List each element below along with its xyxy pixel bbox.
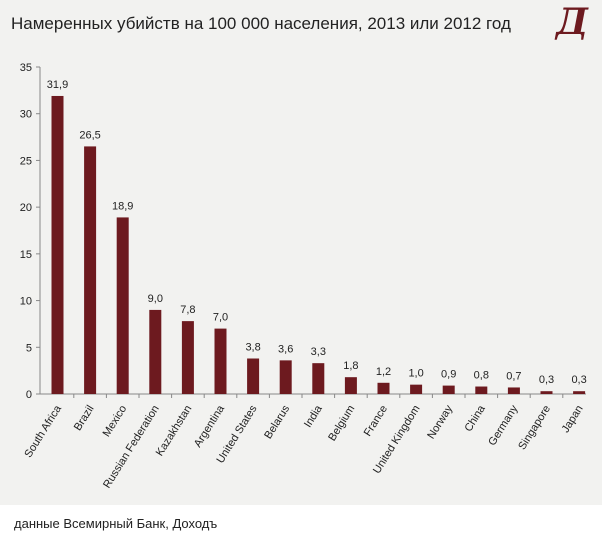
data-label: 0,3	[539, 374, 554, 386]
bar	[247, 358, 260, 394]
bar	[116, 217, 129, 394]
data-label: 3,3	[311, 346, 326, 358]
category-label: China	[462, 402, 488, 433]
category-label: South Africa	[22, 402, 64, 459]
bar	[410, 384, 423, 394]
bar-chart: 0 5 10 15 20 25 30 35 31,9 South Africa 26,5 Brazi…	[20, 62, 587, 491]
bar	[540, 391, 553, 394]
chart-axes: 0 5 10 15 20 25 30 35	[20, 62, 586, 401]
bar	[149, 309, 162, 394]
bar	[377, 382, 390, 394]
bar	[507, 387, 520, 394]
data-label: 9,0	[148, 293, 163, 305]
data-label: 3,6	[278, 343, 293, 355]
bar	[181, 321, 194, 394]
category-label: Singapore	[516, 403, 553, 452]
y-tick-label: 15	[20, 249, 32, 261]
data-label: 18,9	[112, 200, 133, 212]
y-tick-label: 25	[20, 155, 32, 167]
data-label: 1,8	[343, 360, 358, 372]
data-label: 0,8	[474, 370, 489, 382]
y-tick-label: 35	[20, 62, 32, 74]
data-label: 7,8	[180, 304, 195, 316]
bar	[344, 377, 357, 394]
bar	[475, 386, 488, 394]
data-label: 0,9	[441, 369, 456, 381]
chart-panel	[0, 0, 602, 505]
data-label: 3,8	[245, 341, 260, 353]
y-tick-label: 10	[20, 296, 32, 308]
data-label: 31,9	[47, 79, 68, 91]
bar	[573, 391, 586, 394]
category-label: Germany	[486, 403, 520, 448]
bar	[312, 363, 325, 394]
category-label: Norway	[425, 403, 455, 441]
category-label: Japan	[560, 403, 586, 435]
category-label: France	[362, 403, 390, 438]
y-tick-label: 30	[20, 109, 32, 121]
data-label: 7,0	[213, 312, 228, 324]
bar	[442, 385, 455, 394]
category-label: Belgium	[326, 403, 357, 443]
bar	[279, 360, 292, 394]
dohod-logo: Д	[556, 1, 589, 43]
data-label: 1,0	[408, 368, 423, 380]
chart-title: Намеренных убийств на 100 000 населения,…	[11, 14, 511, 33]
y-tick-label: 20	[20, 202, 32, 214]
data-label: 0,7	[506, 370, 521, 382]
data-label: 26,5	[79, 129, 100, 141]
bar	[214, 328, 227, 394]
category-label: Belarus	[262, 403, 292, 441]
bar	[51, 95, 64, 394]
source-note: данные Всемирный Банк, Доходъ	[14, 516, 218, 531]
data-label: 0,3	[571, 374, 586, 386]
category-label: Brazil	[72, 403, 97, 433]
data-label: 1,2	[376, 366, 391, 378]
y-tick-label: 0	[26, 389, 32, 401]
bar	[84, 146, 97, 394]
category-label: Mexico	[101, 403, 130, 439]
category-label: India	[302, 402, 325, 429]
chart-bars	[51, 95, 586, 394]
y-tick-label: 5	[26, 342, 32, 354]
category-label: Argentina	[192, 402, 228, 449]
